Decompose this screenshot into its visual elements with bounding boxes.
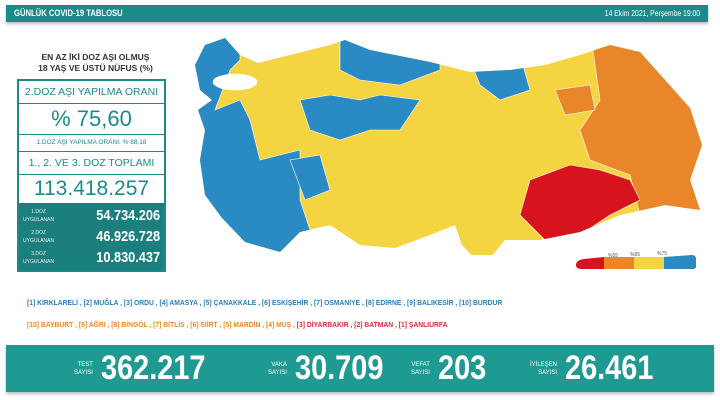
dose-label: 2.DOZ [31,229,46,236]
legend-swatch-yellow [634,257,664,269]
dose-label: UYGULANAN [23,237,55,244]
dose2-label: 2.DOZ AŞI YAPILMA ORANI [19,81,164,104]
bottom-provinces-red: [3] DİYARBAKIR , [2] BATMAN , [1] ŞANLIU… [296,320,448,329]
total-label: 1., 2. VE 3. DOZ TOPLAMI [19,152,164,175]
stat-label: İYİLEŞEN [530,361,558,368]
stat-value: 26.461 [565,349,654,387]
legend-swatch-orange [604,257,634,269]
stat-deaths: VEFAT SAYISI 203 [411,345,495,392]
turkey-vaccination-map [195,38,702,255]
legend-swatch-red [576,257,604,269]
dose-value: 10.830.437 [96,249,160,266]
stat-label: VEFAT [411,361,430,368]
total-value: 113.418.257 [33,177,150,200]
stat-cases: VAKA SAYISI 30.709 [268,345,399,392]
page-title: GÜNLÜK COVID-19 TABLOSU [14,8,123,18]
stat-label: SAYISI [411,369,430,376]
stat-recovered: İYİLEŞEN SAYISI 26.461 [530,345,669,392]
panel-title-line2: 18 YAŞ VE ÜSTÜ NÜFUS (%) [38,63,153,73]
top-provinces-list: [1] KIRKLARELİ , [2] MUĞLA , [3] ORDU , … [27,298,503,307]
map-legend [576,255,696,269]
panel-title: EN AZ İKİ DOZ AŞI OLMUŞ 18 YAŞ VE ÜSTÜ N… [18,52,173,74]
stat-label: SAYISI [268,369,287,376]
region-blue-southwest [289,154,331,201]
stat-value: 362.217 [100,349,206,387]
stat-label: VAKA [271,361,287,368]
panel-title-line1: EN AZ İKİ DOZ AŞI OLMUŞ [41,52,150,62]
dose-value: 46.926.728 [96,228,160,245]
dose-row: 3.DOZ UYGULANAN 10.830.437 [23,247,160,268]
region-blue-west [195,38,321,255]
marmara-sea [212,73,258,91]
legend-swatch-blue [664,255,696,269]
dose1-rate: 1.DOZ AŞI YAPILMA ORANI: % 88,18 [19,135,164,152]
region-orange-bayburt [554,84,596,116]
legend-label: %75 [657,251,668,257]
legend-label: %55 [608,253,619,259]
region-red-southeast [519,164,641,241]
legend-label: %65 [630,252,641,258]
report-date: 14 Ekim 2021, Perşembe 19:00 [604,9,700,18]
daily-stats-bar: TEST SAYISI 362.217 VAKA SAYISI 30.709 VEF… [6,345,714,392]
dose-value: 54.734.206 [96,207,160,224]
stat-value: 203 [437,349,487,387]
bottom-provinces-list: [10] BAYBURT , [9] AĞRI , [8] BİNGÖL , [… [27,320,448,329]
dose-breakdown: 1.DOZ UYGULANAN 54.734.206 2.DOZ UYGULANAN… [19,203,164,270]
dose-label: UYGULANAN [23,216,55,223]
dose-row: 1.DOZ UYGULANAN 54.734.206 [23,205,160,226]
stat-test: TEST SAYISI 362.217 [74,345,224,392]
stat-label: TEST [77,361,93,368]
dose-label: 3.DOZ [31,250,46,257]
dose2-value: % 75,60 [19,104,164,135]
dose-row: 2.DOZ UYGULANAN 46.926.728 [23,226,160,247]
stat-label: SAYISI [74,369,93,376]
dose-label: UYGULANAN [23,258,55,265]
header-bar: GÜNLÜK COVID-19 TABLOSU 14 Ekim 2021, Pe… [6,5,708,22]
bottom-provinces-orange: [10] BAYBURT , [9] AĞRI , [8] BİNGÖL , [… [27,320,297,329]
dose-label: 1.DOZ [31,208,46,215]
vaccination-panel: 2.DOZ AŞI YAPILMA ORANI % 75,60 1.DOZ AŞ… [17,79,166,272]
stat-label: SAYISI [538,369,558,376]
stat-value: 30.709 [294,349,384,387]
region-blue-central [299,94,421,141]
